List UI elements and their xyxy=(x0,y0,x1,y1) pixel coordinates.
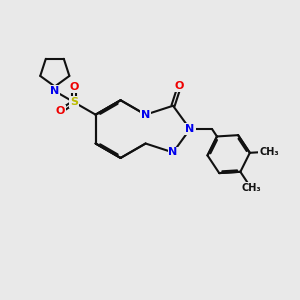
Text: CH₃: CH₃ xyxy=(259,147,279,157)
Text: N: N xyxy=(168,147,178,158)
Text: N: N xyxy=(50,86,59,96)
Text: O: O xyxy=(175,81,184,91)
Text: N: N xyxy=(141,110,150,120)
Text: S: S xyxy=(70,97,78,107)
Text: CH₃: CH₃ xyxy=(241,183,261,193)
Text: O: O xyxy=(56,106,65,116)
Text: O: O xyxy=(69,82,79,92)
Text: N: N xyxy=(185,124,195,134)
